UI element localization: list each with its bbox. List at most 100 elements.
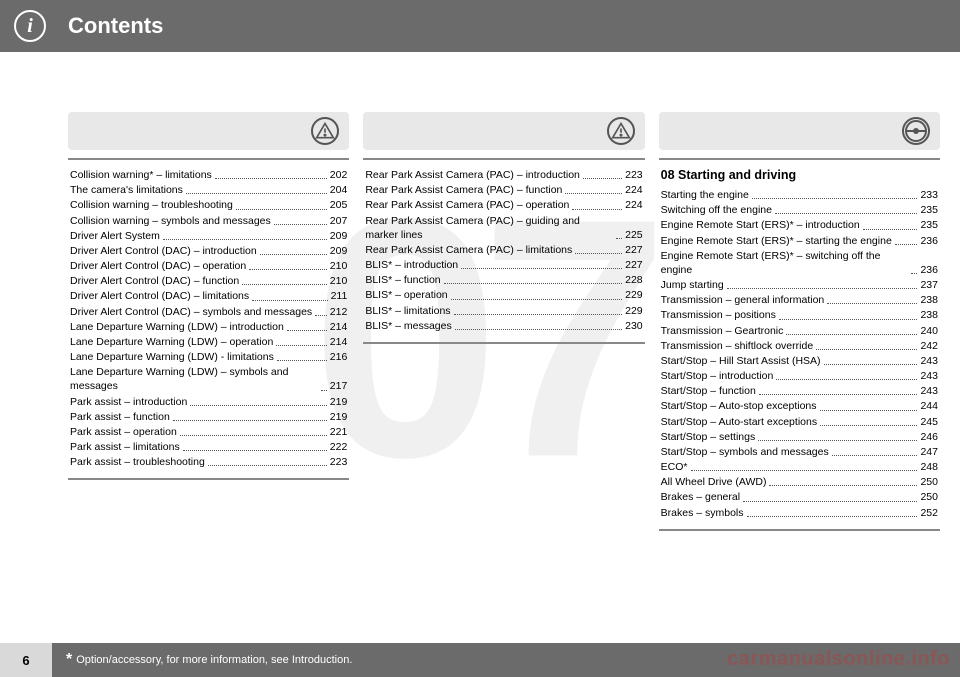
toc-entry[interactable]: Collision warning – troubleshooting205 [70, 198, 347, 212]
toc-entry[interactable]: BLIS* – function228 [365, 273, 642, 287]
toc-entry-label: BLIS* – introduction [365, 258, 458, 272]
toc-entry[interactable]: Park assist – troubleshooting223 [70, 455, 347, 469]
toc-entry-label: Rear Park Assist Camera (PAC) – limitati… [365, 243, 572, 257]
toc-entry[interactable]: Start/Stop – symbols and messages 247 [661, 445, 938, 459]
toc-entry[interactable]: Lane Departure Warning (LDW) – introduct… [70, 320, 347, 334]
toc-entry[interactable]: Driver Alert System209 [70, 229, 347, 243]
toc-dots [776, 379, 917, 380]
toc-entry[interactable]: Collision warning – symbols and messages… [70, 214, 347, 228]
toc-entry-label: BLIS* – limitations [365, 304, 450, 318]
toc-dots [451, 299, 622, 300]
toc-entry-label: Lane Departure Warning (LDW) – symbols a… [70, 365, 318, 393]
toc-entry[interactable]: Start/Stop – function243 [661, 384, 938, 398]
toc-entry[interactable]: Lane Departure Warning (LDW) – operation… [70, 335, 347, 349]
toc-entry[interactable]: Driver Alert Control (DAC) – symbols and… [70, 305, 347, 319]
toc-dots [752, 198, 918, 199]
section-title: 08 Starting and driving [661, 168, 938, 182]
toc-entry-label: Jump starting [661, 278, 724, 292]
toc-dots [454, 314, 623, 315]
toc-dots [816, 349, 917, 350]
column-header [659, 112, 940, 150]
toc-entry[interactable]: Rear Park Assist Camera (PAC) – guiding … [365, 214, 642, 242]
toc-entry-label: Brakes – general [661, 490, 740, 504]
toc-entry-page: 252 [920, 506, 938, 520]
toc-entry[interactable]: Park assist – function219 [70, 410, 347, 424]
toc-entry-page: 210 [330, 274, 348, 288]
toc-entry[interactable]: Transmission – shiftlock override242 [661, 339, 938, 353]
toc-entry-page: 214 [330, 335, 348, 349]
toc-entry[interactable]: Switching off the engine235 [661, 203, 938, 217]
toc-entry[interactable]: Start/Stop – Auto-start exceptions245 [661, 415, 938, 429]
toc-entry[interactable]: Engine Remote Start (ERS)* – introductio… [661, 218, 938, 232]
toc-entry[interactable]: BLIS* – introduction227 [365, 258, 642, 272]
toc-entry-label: Rear Park Assist Camera (PAC) – function [365, 183, 562, 197]
toc-dots [321, 390, 327, 391]
toc-dots [911, 273, 917, 274]
toc-entry[interactable]: The camera's limitations 204 [70, 183, 347, 197]
toc-entry-page: 250 [920, 475, 938, 489]
toc-entry[interactable]: BLIS* – limitations229 [365, 304, 642, 318]
toc-dots [727, 288, 918, 289]
toc-entry-label: Start/Stop – Auto-stop exceptions [661, 399, 817, 413]
toc-entry[interactable]: Driver Alert Control (DAC) – function210 [70, 274, 347, 288]
toc-entry-label: Rear Park Assist Camera (PAC) – introduc… [365, 168, 580, 182]
toc-entry[interactable]: Lane Departure Warning (LDW) – symbols a… [70, 365, 347, 393]
toc-entry-label: The camera's limitations [70, 183, 183, 197]
toc-entry-label: Start/Stop – symbols and messages [661, 445, 829, 459]
toc-dots [277, 360, 327, 361]
toc-entry-label: Lane Departure Warning (LDW) – introduct… [70, 320, 284, 334]
toc-entry-page: 223 [625, 168, 643, 182]
toc-dots [252, 300, 327, 301]
toc-dots [215, 178, 327, 179]
toc-entry[interactable]: Start/Stop – Hill Start Assist (HSA)243 [661, 354, 938, 368]
toc-entry[interactable]: Brakes – symbols252 [661, 506, 938, 520]
toc-entry-page: 246 [920, 430, 938, 444]
toc-entry[interactable]: Collision warning* – limitations202 [70, 168, 347, 182]
toc-dots [572, 209, 622, 210]
toc-entry-page: 247 [920, 445, 938, 459]
toc-dots [691, 470, 918, 471]
toc-entry[interactable]: Driver Alert Control (DAC) – operation21… [70, 259, 347, 273]
toc-entry-page: 225 [625, 228, 643, 242]
toc-entry-label: BLIS* – operation [365, 288, 447, 302]
toc-entry[interactable]: Transmission – general information238 [661, 293, 938, 307]
toc-entry-label: Start/Stop – Hill Start Assist (HSA) [661, 354, 821, 368]
toc-entry[interactable]: Start/Stop – introduction243 [661, 369, 938, 383]
toc-entry[interactable]: Driver Alert Control (DAC) – introductio… [70, 244, 347, 258]
toc-entry[interactable]: Park assist – limitations222 [70, 440, 347, 454]
toc-dots [287, 330, 327, 331]
toc-entry[interactable]: BLIS* – operation229 [365, 288, 642, 302]
toc-entry[interactable]: Brakes – general250 [661, 490, 938, 504]
toc-entry[interactable]: Start/Stop – settings246 [661, 430, 938, 444]
toc-entry[interactable]: Rear Park Assist Camera (PAC) – introduc… [365, 168, 642, 182]
toc-entry-page: 227 [625, 243, 643, 257]
toc-entry[interactable]: Engine Remote Start (ERS)* – starting th… [661, 234, 938, 248]
toc-entry[interactable]: ECO*248 [661, 460, 938, 474]
toc-entry[interactable]: Transmission – positions238 [661, 308, 938, 322]
toc-dots [775, 213, 917, 214]
toc-entry[interactable]: Start/Stop – Auto-stop exceptions244 [661, 399, 938, 413]
toc-entry[interactable]: Starting the engine233 [661, 188, 938, 202]
toc-dots [895, 244, 918, 245]
toc-entry[interactable]: Jump starting 237 [661, 278, 938, 292]
toc-entry-label: Park assist – introduction [70, 395, 187, 409]
toc-entry[interactable]: Rear Park Assist Camera (PAC) – function… [365, 183, 642, 197]
toc-entry[interactable]: Lane Departure Warning (LDW) - limitatio… [70, 350, 347, 364]
toc-entry-label: Collision warning – troubleshooting [70, 198, 233, 212]
toc-entry-page: 204 [330, 183, 348, 197]
toc-entry[interactable]: BLIS* – messages230 [365, 319, 642, 333]
toc-entry[interactable]: Rear Park Assist Camera (PAC) – limitati… [365, 243, 642, 257]
toc-entry[interactable]: Park assist – operation221 [70, 425, 347, 439]
toc-entry[interactable]: Engine Remote Start (ERS)* – switching o… [661, 249, 938, 277]
toc-dots [315, 315, 327, 316]
toc-entry[interactable]: All Wheel Drive (AWD)250 [661, 475, 938, 489]
toc-entry[interactable]: Transmission – Geartronic240 [661, 324, 938, 338]
toc-entry-page: 228 [625, 273, 643, 287]
toc-entry-label: Driver Alert System [70, 229, 160, 243]
toc-entry[interactable]: Driver Alert Control (DAC) – limitations… [70, 289, 347, 303]
toc-entry-page: 237 [920, 278, 938, 292]
toc-entry[interactable]: Rear Park Assist Camera (PAC) – operatio… [365, 198, 642, 212]
toc-entry-page: 210 [330, 259, 348, 273]
header-title: Contents [68, 13, 163, 39]
toc-entry[interactable]: Park assist – introduction219 [70, 395, 347, 409]
